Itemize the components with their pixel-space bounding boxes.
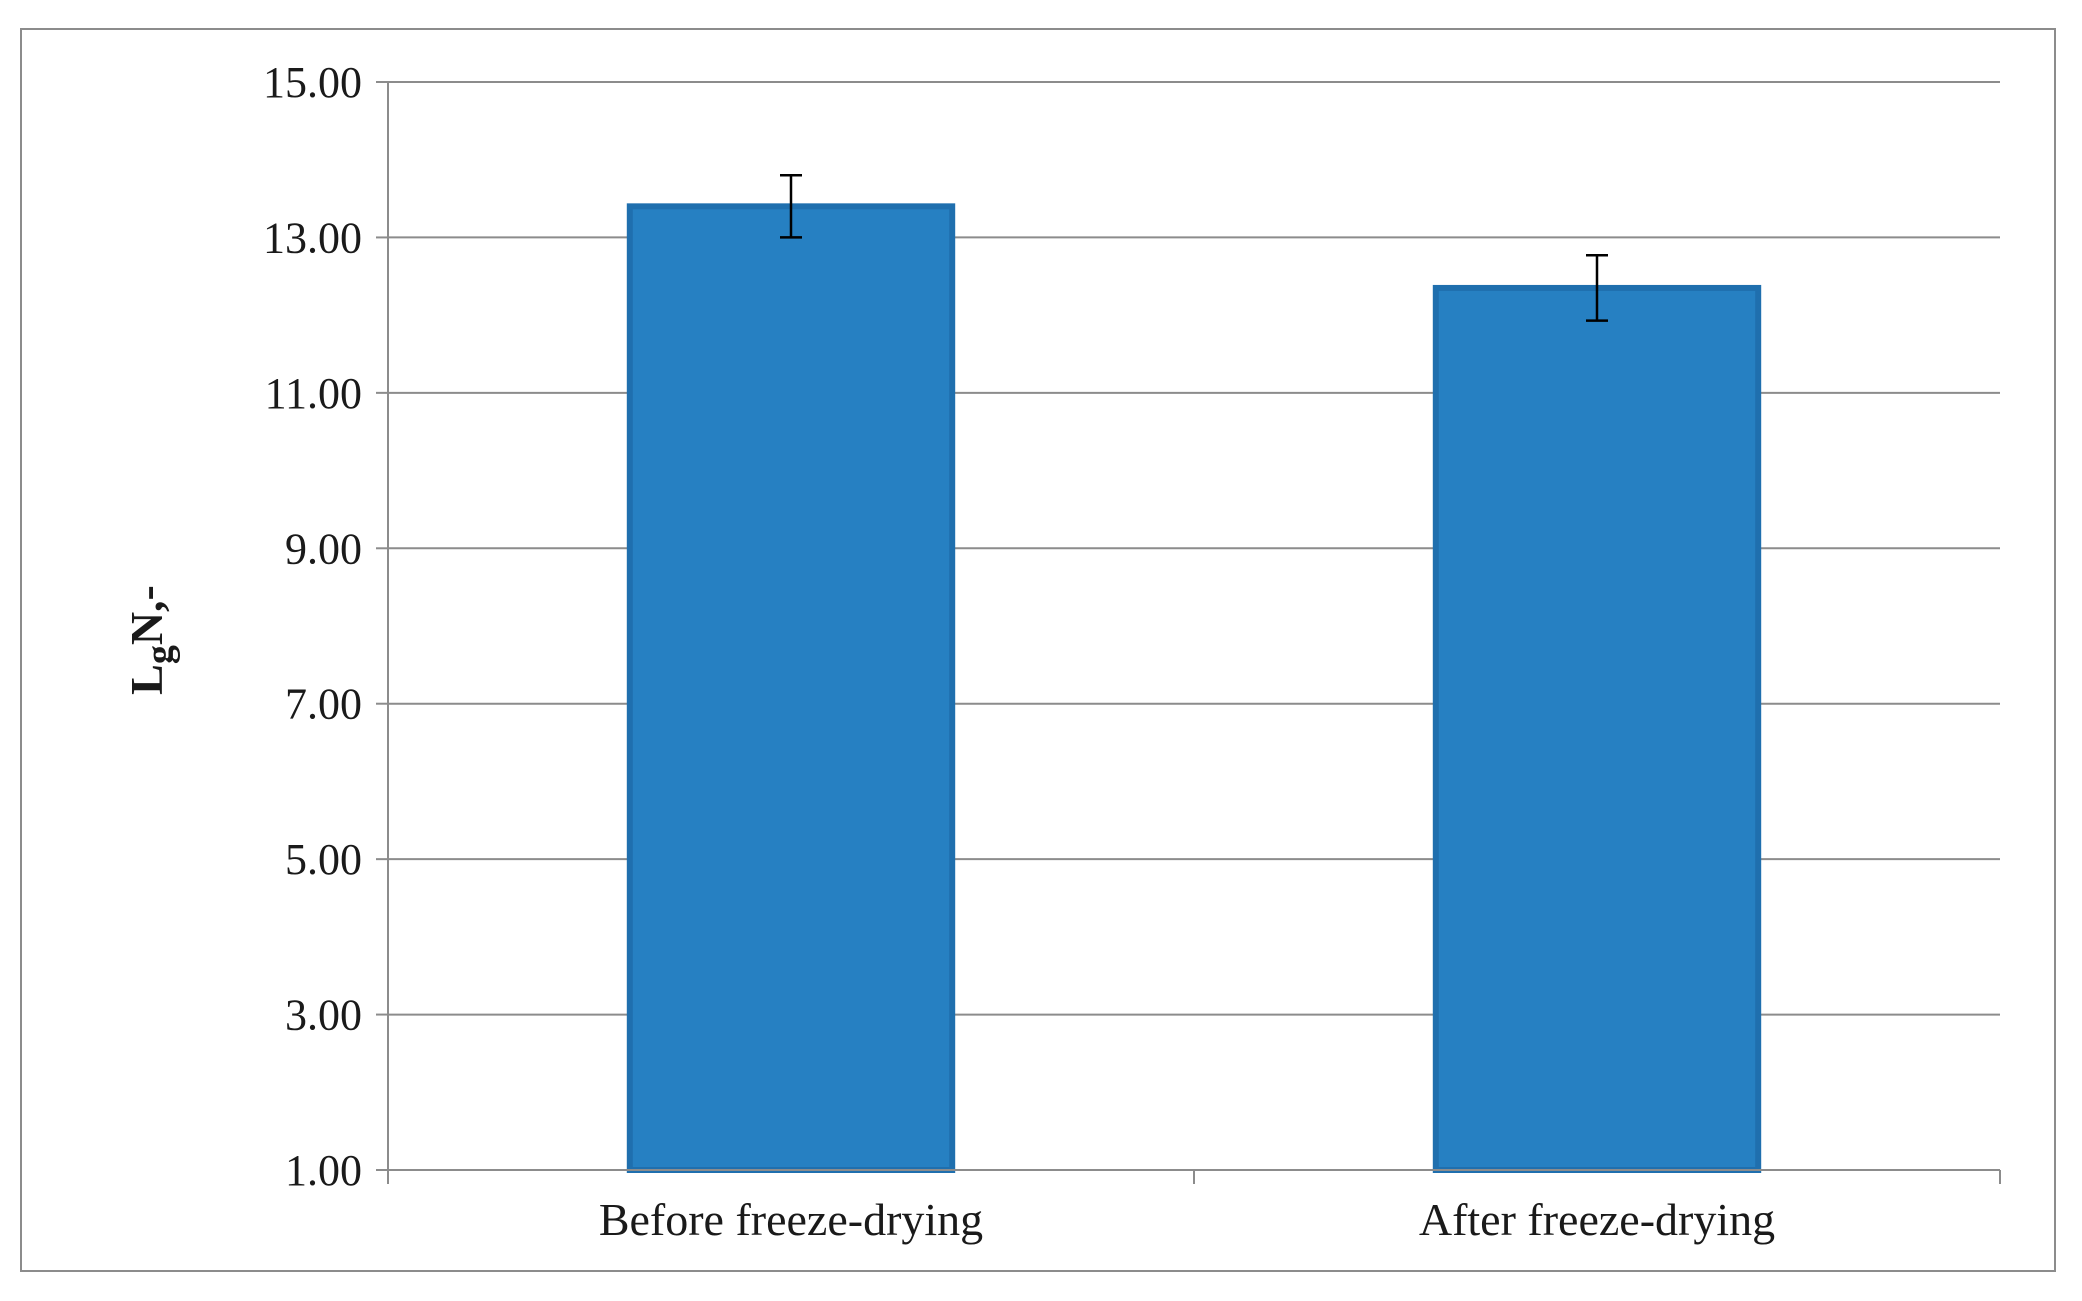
bar-chart: 1.00 3.00 5.00 7.00 9.00 11.00 13.00 15.00 Befo…	[121, 58, 2001, 1245]
y-tick-label: 1.00	[285, 1146, 362, 1195]
bar	[626, 203, 956, 1174]
y-axis-title-rest: N,-	[121, 585, 172, 645]
y-tick-label: 9.00	[285, 524, 362, 573]
y-axis-title: LgN,-	[121, 585, 181, 695]
x-category-label: Before freeze-drying	[599, 1194, 983, 1245]
y-tick-label: 7.00	[285, 680, 362, 729]
y-tick-label: 15.00	[263, 58, 362, 107]
y-tick-label: 11.00	[265, 369, 362, 418]
y-axis-title-main: L	[121, 664, 172, 695]
y-tick-label: 13.00	[263, 213, 362, 262]
bar	[1432, 284, 1762, 1173]
x-category-labels: Before freeze-drying After freeze-drying	[599, 1194, 1775, 1245]
y-tick-labels: 1.00 3.00 5.00 7.00 9.00 11.00 13.00 15.00	[263, 58, 362, 1195]
y-tick-label: 3.00	[285, 991, 362, 1040]
y-tick-label: 5.00	[285, 835, 362, 884]
chart-frame: 1.00 3.00 5.00 7.00 9.00 11.00 13.00 15.00 Befo…	[20, 28, 2056, 1272]
bars	[626, 203, 1762, 1174]
y-axis-title-sub: g	[139, 645, 181, 664]
error-bars	[780, 174, 1608, 322]
axes	[387, 82, 2001, 1184]
x-category-label: After freeze-drying	[1419, 1194, 1775, 1245]
